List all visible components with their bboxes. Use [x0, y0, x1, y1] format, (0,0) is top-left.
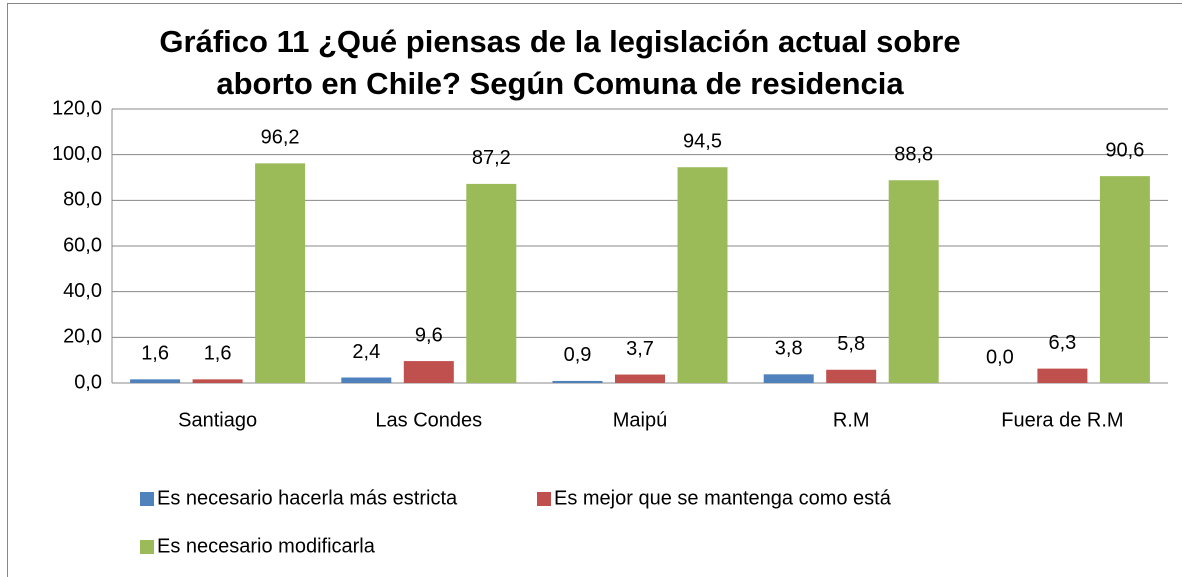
legend-swatch	[537, 492, 551, 506]
value-label: 0,0	[986, 346, 1014, 368]
x-tick-label: Maipú	[613, 409, 667, 431]
value-label: 1,6	[141, 343, 169, 365]
legend-label: Es mejor que se mantenga como está	[554, 487, 892, 509]
value-label: 5,8	[837, 333, 865, 355]
bar	[763, 374, 814, 383]
bar	[341, 377, 392, 383]
y-tick-label: 120,0	[52, 97, 102, 119]
y-tick-label: 80,0	[63, 189, 102, 211]
bar	[403, 361, 454, 383]
bar	[255, 163, 306, 383]
value-label: 3,8	[775, 338, 803, 360]
value-label: 87,2	[472, 147, 511, 169]
x-tick-label: R.M	[833, 409, 870, 431]
legend-swatch	[140, 492, 154, 506]
x-tick-label: Fuera de R.M	[1001, 409, 1123, 431]
y-tick-label: 0,0	[74, 371, 102, 393]
value-label: 90,6	[1105, 139, 1144, 161]
y-tick-label: 60,0	[63, 234, 102, 256]
chart-title: aborto en Chile? Según Comuna de residen…	[216, 66, 904, 101]
value-label: 6,3	[1048, 332, 1076, 354]
value-label: 9,6	[415, 324, 443, 346]
chart-title: Gráfico 11 ¿Qué piensas de la legislació…	[159, 24, 960, 59]
value-label: 3,7	[626, 338, 654, 360]
bar	[1099, 176, 1150, 383]
legend-label: Es necesario modificarla	[157, 535, 376, 557]
bar	[192, 379, 243, 383]
x-tick-label: Las Condes	[375, 409, 482, 431]
value-label: 96,2	[261, 127, 300, 149]
value-label: 88,8	[894, 144, 933, 166]
y-tick-label: 100,0	[52, 143, 102, 165]
bar	[552, 380, 603, 383]
legend-label: Es necesario hacerla más estricta	[157, 487, 458, 509]
y-tick-label: 20,0	[63, 326, 102, 348]
value-label: 1,6	[204, 343, 232, 365]
bar	[677, 167, 728, 383]
bar	[888, 180, 939, 383]
bar	[466, 183, 517, 383]
value-label: 0,9	[564, 344, 592, 366]
y-tick-label: 40,0	[63, 280, 102, 302]
bar	[1037, 368, 1088, 383]
bar	[615, 374, 665, 383]
bar	[130, 379, 181, 383]
value-label: 2,4	[352, 341, 380, 363]
legend-swatch	[140, 540, 154, 554]
value-label: 94,5	[683, 131, 722, 153]
chart-frame	[7, 3, 1182, 577]
bar	[826, 369, 877, 383]
x-tick-label: Santiago	[178, 409, 257, 431]
